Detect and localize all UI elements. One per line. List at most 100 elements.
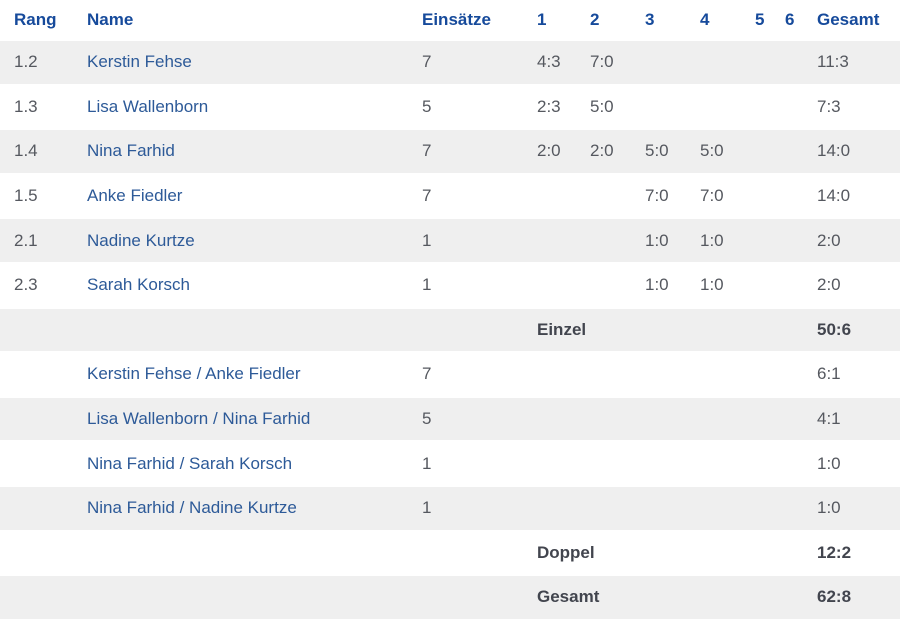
player-name-link[interactable]: Lisa Wallenborn	[87, 83, 422, 131]
table-row-player: 1.2 Kerstin Fehse 7 4:3 7:0 11:3	[0, 39, 900, 86]
round-4-cell	[700, 83, 755, 131]
einsaetze-cell: 7	[422, 39, 537, 86]
player-name-link[interactable]: Kerstin Fehse	[87, 39, 422, 86]
round-2-cell	[590, 172, 645, 220]
table-row-player: 1.4 Nina Farhid 7 2:0 2:0 5:0 5:0 14:0	[0, 128, 900, 175]
round-1-cell: 2:3	[537, 83, 590, 131]
table-row-pair: Kerstin Fehse / Anke Fiedler 7 6:1	[0, 351, 900, 398]
gesamt-cell: 4:1	[817, 395, 900, 443]
round-6-cell	[785, 128, 817, 175]
col-header-gesamt: Gesamt	[817, 9, 880, 29]
rank-cell	[0, 351, 87, 398]
round-2-cell	[590, 217, 645, 264]
player-name-link[interactable]: Anke Fiedler	[87, 172, 422, 220]
name-cell	[87, 574, 422, 620]
einsaetze-cell	[422, 529, 537, 577]
einsaetze-cell: 5	[422, 83, 537, 131]
round-1-cell	[537, 172, 590, 220]
rank-cell: 1.2	[0, 39, 87, 86]
rank-cell: 1.4	[0, 128, 87, 175]
round-3-cell: 7:0	[645, 172, 700, 220]
round-5-cell	[755, 39, 785, 86]
round-6-cell	[785, 395, 817, 443]
round-4-cell: 5:0	[700, 128, 755, 175]
col-header-5: 5	[755, 9, 765, 29]
table-row-player: 1.3 Lisa Wallenborn 5 2:3 5:0 7:3	[0, 83, 900, 131]
round-1-cell	[537, 484, 590, 532]
summary-label: Gesamt	[537, 574, 817, 620]
pair-name-link[interactable]: Kerstin Fehse / Anke Fiedler	[87, 351, 422, 398]
player-name-link[interactable]: Nina Farhid	[87, 128, 422, 175]
gesamt-cell: 1:0	[817, 440, 900, 487]
table-header: Rang Name Einsätze 1 2 3 4 5 6 Gesamt	[0, 0, 900, 40]
round-2-cell	[590, 261, 645, 309]
gesamt-cell: 50:6	[817, 306, 900, 354]
rank-cell: 2.3	[0, 261, 87, 309]
pair-name-link[interactable]: Lisa Wallenborn / Nina Farhid	[87, 395, 422, 443]
summary-label: Einzel	[537, 306, 817, 354]
round-4-cell: 7:0	[700, 172, 755, 220]
round-3-cell	[645, 83, 700, 131]
table-row-gesamt-summary: Gesamt 62:8	[0, 574, 900, 620]
pair-name-link[interactable]: Nina Farhid / Nadine Kurtze	[87, 484, 422, 532]
round-6-cell	[785, 484, 817, 532]
round-2-cell: 7:0	[590, 39, 645, 86]
round-1-cell: 2:0	[537, 128, 590, 175]
round-2-cell: 5:0	[590, 83, 645, 131]
rank-cell	[0, 529, 87, 577]
round-2-cell: 2:0	[590, 128, 645, 175]
round-3-cell: 1:0	[645, 261, 700, 309]
round-6-cell	[785, 39, 817, 86]
table-row-player: 2.1 Nadine Kurtze 1 1:0 1:0 2:0	[0, 217, 900, 264]
gesamt-cell: 2:0	[817, 217, 900, 264]
table-row-pair: Nina Farhid / Nadine Kurtze 1 1:0	[0, 484, 900, 532]
round-4-cell	[700, 484, 755, 532]
round-5-cell	[755, 217, 785, 264]
round-4-cell: 1:0	[700, 217, 755, 264]
round-5-cell	[755, 440, 785, 487]
table-row-player: 1.5 Anke Fiedler 7 7:0 7:0 14:0	[0, 172, 900, 220]
round-1-cell	[537, 217, 590, 264]
round-3-cell	[645, 351, 700, 398]
einsaetze-cell: 1	[422, 440, 537, 487]
round-1-cell	[537, 261, 590, 309]
rank-cell: 2.1	[0, 217, 87, 264]
round-6-cell	[785, 172, 817, 220]
round-6-cell	[785, 217, 817, 264]
player-name-link[interactable]: Sarah Korsch	[87, 261, 422, 309]
pair-name-link[interactable]: Nina Farhid / Sarah Korsch	[87, 440, 422, 487]
rank-cell	[0, 484, 87, 532]
round-1-cell	[537, 351, 590, 398]
rank-cell	[0, 440, 87, 487]
rank-cell: 1.3	[0, 83, 87, 131]
header-row: Rang Name Einsätze 1 2 3 4 5 6 Gesamt	[0, 0, 900, 40]
rank-cell: 1.5	[0, 172, 87, 220]
round-3-cell: 1:0	[645, 217, 700, 264]
rank-cell	[0, 395, 87, 443]
col-header-6: 6	[785, 9, 795, 29]
table-row-einzel-summary: Einzel 50:6	[0, 306, 900, 354]
col-header-1: 1	[537, 9, 547, 29]
round-3-cell	[645, 39, 700, 86]
round-6-cell	[785, 261, 817, 309]
table-row-player: 2.3 Sarah Korsch 1 1:0 1:0 2:0	[0, 261, 900, 309]
table-row-pair: Lisa Wallenborn / Nina Farhid 5 4:1	[0, 395, 900, 443]
einsaetze-cell: 1	[422, 261, 537, 309]
round-5-cell	[755, 128, 785, 175]
einsaetze-cell	[422, 306, 537, 354]
rank-cell	[0, 306, 87, 354]
einsaetze-cell: 5	[422, 395, 537, 443]
gesamt-cell: 6:1	[817, 351, 900, 398]
player-name-link[interactable]: Nadine Kurtze	[87, 217, 422, 264]
round-5-cell	[755, 484, 785, 532]
gesamt-cell: 7:3	[817, 83, 900, 131]
round-1-cell: 4:3	[537, 39, 590, 86]
einsaetze-cell: 1	[422, 217, 537, 264]
round-2-cell	[590, 351, 645, 398]
round-5-cell	[755, 261, 785, 309]
einsaetze-cell: 7	[422, 351, 537, 398]
round-4-cell	[700, 39, 755, 86]
round-3-cell	[645, 395, 700, 443]
einsaetze-cell: 7	[422, 172, 537, 220]
